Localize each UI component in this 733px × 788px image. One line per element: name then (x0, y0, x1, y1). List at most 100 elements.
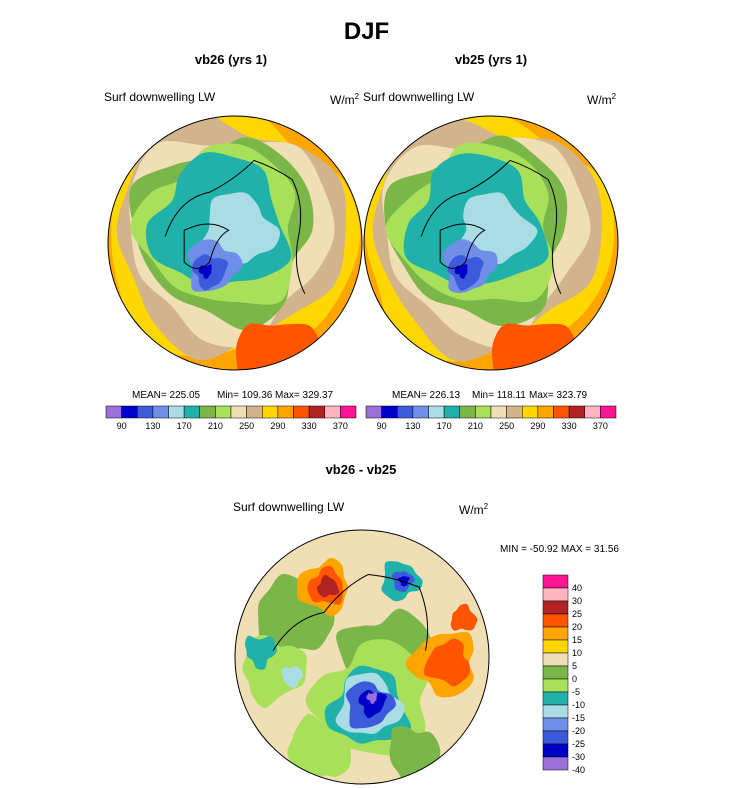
colorbar-2-swatch (553, 405, 570, 419)
colorbar-3-swatch (542, 678, 569, 693)
panel2-units: W/m2 (587, 92, 617, 107)
colorbar-2-tick-label: 130 (405, 421, 420, 431)
panel1-title: vb26 (yrs 1) (194, 52, 268, 67)
diff-contour-9 (358, 689, 387, 719)
colorbar-1-tick-label: 90 (117, 421, 127, 431)
colorbar-1-swatch (230, 405, 247, 419)
colorbar-3-tick-label: 5 (572, 661, 577, 671)
colorbar-3-swatch (542, 600, 569, 615)
panel1-units: W/m2 (330, 92, 360, 107)
map-warm-region-1 (235, 323, 326, 370)
colorbar-2-tick-label: 330 (562, 421, 577, 431)
colorbar-1-tick-label: 290 (270, 421, 285, 431)
colorbar-1-swatch (152, 405, 169, 419)
map-boundary-2 (363, 115, 619, 371)
colorbar-3-swatch (542, 652, 569, 667)
map-greenland-outline-1 (183, 223, 230, 269)
colorbar-3: 40 30 25 20 15 10 5 0 -5 -10 -15 -20 -25 -30 -40 (542, 574, 585, 775)
panel3-title: vb26 - vb25 (325, 462, 397, 477)
colorbar-3-tick-label: 40 (572, 583, 582, 593)
diff-contour-19 (450, 603, 478, 631)
colorbar-3-tick-label: -25 (572, 739, 585, 749)
colorbar-2-tick-label: 290 (530, 421, 545, 431)
colorbar-2-tick-label: 370 (593, 421, 608, 431)
map-panel-3 (234, 529, 490, 785)
colorbar-3-swatch (542, 691, 569, 706)
diff-contour-20 (287, 713, 351, 784)
panel1-max-stat: Max= 329.37 (275, 390, 334, 401)
colorbar-2-tick-label: 90 (377, 421, 387, 431)
panel1-min-stat: Min= 109.36 (217, 390, 273, 401)
colorbar-1-swatch (215, 405, 232, 419)
colorbar-2-swatch (522, 405, 539, 419)
colorbar-2-swatch (459, 405, 476, 419)
figure-title: DJF (343, 18, 390, 45)
colorbar-2-swatch (443, 405, 460, 419)
colorbar-3-tick-label: 30 (572, 596, 582, 606)
colorbar-1-swatch (183, 405, 200, 419)
colorbar-3-tick-label: -40 (572, 765, 585, 775)
colorbar-2-swatch (412, 405, 429, 419)
colorbar-3-swatch (542, 613, 569, 628)
colorbar-2-swatch (600, 405, 617, 419)
colorbar-1-tick-label: 130 (145, 421, 160, 431)
map-boundary-3 (234, 529, 490, 785)
colorbar-1-swatch (262, 405, 279, 419)
colorbar-1-tick-label: 210 (208, 421, 223, 431)
diff-contour-22 (281, 666, 304, 689)
colorbar-3-swatch (542, 756, 569, 771)
colorbar-3-tick-label: -15 (572, 713, 585, 723)
colorbar-1-swatch (308, 405, 325, 419)
map-coastline-1 (164, 159, 306, 295)
colorbar-1-swatch (199, 405, 216, 419)
colorbar-3-swatch (542, 704, 569, 719)
panel1-mean-stat: MEAN= 225.05 (132, 390, 201, 401)
colorbar-3-tick-label: -20 (572, 726, 585, 736)
diff-coastline (272, 573, 429, 651)
colorbar-3-swatch (542, 665, 569, 680)
colorbar-1-swatch (324, 405, 341, 419)
colorbar-2-tick-label: 170 (437, 421, 452, 431)
colorbar-3-swatch (542, 743, 569, 758)
colorbar-2-tick-label: 250 (499, 421, 514, 431)
colorbar-3-tick-label: 0 (572, 674, 577, 684)
diff-contour-1 (257, 574, 335, 658)
colorbar-3-tick-label: 20 (572, 622, 582, 632)
colorbar-1-swatch (137, 405, 154, 419)
panel3-units: W/m2 (459, 502, 489, 517)
colorbar-2-tick-label: 210 (468, 421, 483, 431)
colorbar-3-swatch (542, 574, 569, 589)
colorbar-2-swatch (365, 405, 382, 419)
colorbar-3-tick-label: -30 (572, 752, 585, 762)
colorbar-3-tick-label: 10 (572, 648, 582, 658)
colorbar-2-swatch (537, 405, 554, 419)
colorbar-2-swatch (506, 405, 523, 419)
map-boundary-1 (107, 115, 363, 371)
panel2-min-stat: Min= 118.11 (472, 390, 526, 401)
colorbar-2-swatch (568, 405, 585, 419)
colorbar-1-swatch (277, 405, 294, 419)
colorbar-3-tick-label: 25 (572, 609, 582, 619)
colorbar-2-swatch (428, 405, 445, 419)
map-contour-2-8 (457, 192, 538, 265)
colorbar-3-tick-label: -5 (572, 687, 580, 697)
colorbar-2: 90 130 170 210 250 290 330 370 (365, 405, 617, 431)
colorbar-1-swatch (246, 405, 263, 419)
colorbar-1-tick-label: 330 (302, 421, 317, 431)
map-coastline-2 (420, 159, 562, 295)
colorbar-3-tick-label: 15 (572, 635, 582, 645)
colorbar-3-swatch (542, 730, 569, 745)
colorbar-1-swatch (121, 405, 138, 419)
diff-contour-10 (366, 692, 377, 704)
colorbar-3-swatch (542, 717, 569, 732)
colorbar-1-swatch (340, 405, 357, 419)
colorbar-2-swatch (397, 405, 414, 419)
diff-contour-21 (389, 726, 441, 783)
panel2-title: vb25 (yrs 1) (454, 52, 528, 67)
colorbar-2-swatch (475, 405, 492, 419)
colorbar-1-swatch (293, 405, 310, 419)
colorbar-1: 90 130 170 210 250 290 330 370 (105, 405, 357, 431)
map-greenland-outline-2 (439, 223, 486, 269)
panel3-variable-label: Surf downwelling LW (233, 500, 345, 514)
